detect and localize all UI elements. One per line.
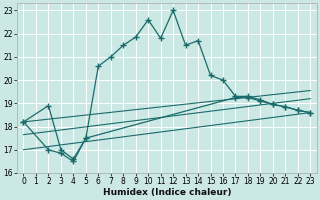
X-axis label: Humidex (Indice chaleur): Humidex (Indice chaleur)	[103, 188, 231, 197]
